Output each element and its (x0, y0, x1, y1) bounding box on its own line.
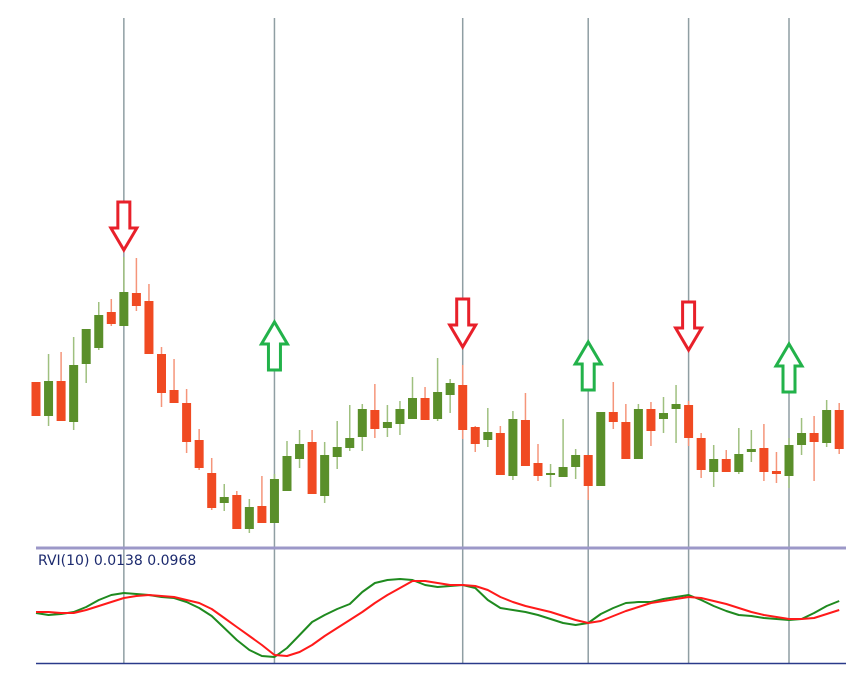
candle-down (194, 440, 204, 468)
candle-up (345, 438, 355, 448)
candle-up (357, 409, 367, 437)
candle-up (822, 410, 832, 443)
candle-down (834, 410, 844, 449)
buy-arrow-icon (258, 319, 291, 372)
candle-up (69, 365, 79, 422)
candle-down (495, 433, 505, 475)
candle-up (734, 454, 744, 472)
candle-up (784, 445, 794, 476)
candle-up (558, 467, 568, 477)
candle-up (94, 315, 104, 348)
candle-down (144, 301, 154, 354)
candle-down (131, 293, 141, 306)
candle-up (332, 447, 342, 457)
candle-down (684, 405, 694, 438)
rvi-label: RVI(10) 0.0138 0.0968 (38, 553, 197, 569)
candle-down (257, 506, 267, 523)
candle-up (408, 398, 417, 419)
sell-arrow-icon (108, 200, 140, 253)
candle-up (797, 433, 807, 445)
candle-up (571, 455, 581, 467)
buy-arrow-icon (572, 339, 604, 392)
candle-down (56, 381, 66, 421)
candle-down (621, 422, 631, 459)
candle-down (182, 403, 192, 442)
candle-up (269, 479, 279, 523)
candle-up (433, 392, 443, 419)
candle-up (671, 404, 681, 409)
candle-up (320, 455, 330, 496)
sell-arrow-icon (447, 297, 479, 350)
candle-up (119, 292, 129, 326)
candle-down (470, 427, 480, 444)
candle-down (458, 385, 468, 430)
candle-down (307, 442, 317, 494)
candle-down (232, 495, 242, 529)
candle-down (809, 433, 819, 442)
candle-up (508, 419, 518, 476)
candle-up (596, 412, 606, 486)
candle-up (445, 383, 455, 395)
candle-up (44, 381, 54, 416)
candle-up (244, 507, 254, 529)
candle-down (169, 390, 179, 403)
candle-down (608, 412, 618, 422)
candle-down (157, 354, 166, 393)
candle-up (746, 449, 756, 452)
candle-down (370, 410, 380, 429)
candle-up (483, 432, 493, 440)
candle-up (219, 497, 229, 503)
candle-up (395, 409, 405, 424)
candle-up (382, 422, 392, 428)
candle-down (759, 448, 769, 472)
candle-up (633, 409, 643, 459)
candle-up (295, 444, 305, 459)
candle-down (533, 463, 543, 476)
candle-down (771, 471, 781, 474)
candle-up (659, 413, 668, 419)
rvi-signal-line (36, 580, 840, 657)
candle-down (420, 398, 430, 420)
rvi-line (35, 578, 840, 658)
candle-down (520, 420, 530, 466)
candle-down (31, 382, 41, 416)
candle-up (81, 329, 91, 364)
candle-down (207, 473, 217, 508)
sell-arrow-icon (672, 300, 705, 353)
candle-up (546, 473, 556, 475)
candle-down (696, 438, 706, 470)
candle-down (646, 409, 656, 431)
candle-down (583, 455, 593, 486)
candle-up (282, 456, 292, 491)
candle-up (709, 459, 719, 472)
candle-down (106, 312, 116, 324)
buy-arrow-icon (773, 341, 805, 394)
candle-down (721, 459, 731, 472)
